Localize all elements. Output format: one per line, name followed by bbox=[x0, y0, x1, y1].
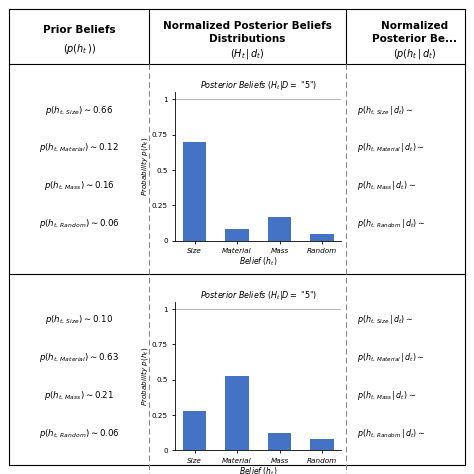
Y-axis label: Probability $p(h_t)$: Probability $p(h_t)$ bbox=[139, 346, 150, 406]
Bar bbox=[310, 439, 334, 450]
Y-axis label: Probability $p(h_t)$: Probability $p(h_t)$ bbox=[139, 137, 150, 196]
Text: $p(h_{t,\,Mass}) \sim 0.21$: $p(h_{t,\,Mass}) \sim 0.21$ bbox=[45, 389, 114, 402]
X-axis label: Belief $(h_t)$: Belief $(h_t)$ bbox=[239, 465, 278, 474]
X-axis label: Belief $(h_t)$: Belief $(h_t)$ bbox=[239, 255, 278, 268]
Text: Posterior Be...: Posterior Be... bbox=[372, 35, 457, 45]
Bar bbox=[183, 411, 206, 450]
Text: $p(h_{t,\,Random}) \sim 0.06$: $p(h_{t,\,Random}) \sim 0.06$ bbox=[39, 217, 120, 230]
Bar bbox=[183, 142, 206, 241]
Text: $p(h_{t,\,Size}\,|\,d_t) \sim$: $p(h_{t,\,Size}\,|\,d_t) \sim$ bbox=[357, 313, 413, 326]
Text: $p(h_{t,\,Material}\,|\,d_t) \sim$: $p(h_{t,\,Material}\,|\,d_t) \sim$ bbox=[357, 141, 425, 155]
Text: $p(h_{t,\,Mass}\,|\,d_t) \sim$: $p(h_{t,\,Mass}\,|\,d_t) \sim$ bbox=[357, 179, 416, 192]
Bar bbox=[268, 217, 291, 241]
Text: $p(h_{t,\,Random}\,|\,d_t) \sim$: $p(h_{t,\,Random}\,|\,d_t) \sim$ bbox=[357, 217, 425, 230]
Title: $\mathit{Posterior\ Beliefs}\ (H_t|D = $ "5"$)$: $\mathit{Posterior\ Beliefs}\ (H_t|D = $… bbox=[200, 289, 317, 302]
Bar bbox=[226, 229, 249, 241]
Text: Normalized Posterior Beliefs: Normalized Posterior Beliefs bbox=[163, 21, 332, 31]
Text: $p(h_{t,\,Mass}) \sim 0.16$: $p(h_{t,\,Mass}) \sim 0.16$ bbox=[44, 179, 115, 192]
Text: $p(h_{t,\,Material}\,|\,d_t) \sim$: $p(h_{t,\,Material}\,|\,d_t) \sim$ bbox=[357, 351, 425, 364]
Text: $(p(h_t\,|\,d_t)$: $(p(h_t\,|\,d_t)$ bbox=[393, 47, 437, 61]
Bar bbox=[268, 433, 291, 450]
Text: $(H_t\,|\,d_t)$: $(H_t\,|\,d_t)$ bbox=[230, 47, 265, 61]
Text: Prior Beliefs: Prior Beliefs bbox=[43, 25, 116, 35]
Text: Distributions: Distributions bbox=[210, 35, 286, 45]
Bar bbox=[310, 234, 334, 241]
Text: $p(h_{t,\,Random}) \sim 0.06$: $p(h_{t,\,Random}) \sim 0.06$ bbox=[39, 427, 120, 439]
Text: $p(h_{t,\,Size}) \sim 0.66$: $p(h_{t,\,Size}) \sim 0.66$ bbox=[46, 104, 113, 117]
Text: $p(h_{t,\,Size}\,|\,d_t) \sim$: $p(h_{t,\,Size}\,|\,d_t) \sim$ bbox=[357, 104, 413, 117]
Bar bbox=[226, 375, 249, 450]
Title: $\mathit{Posterior\ Beliefs}\ (H_t|D = $ "5"$)$: $\mathit{Posterior\ Beliefs}\ (H_t|D = $… bbox=[200, 80, 317, 92]
Text: Normalized: Normalized bbox=[381, 21, 448, 31]
Text: $p(h_{t,\,Size}) \sim 0.10$: $p(h_{t,\,Size}) \sim 0.10$ bbox=[46, 313, 113, 326]
Text: $p(h_{t,\,Random}\,|\,d_t) \sim$: $p(h_{t,\,Random}\,|\,d_t) \sim$ bbox=[357, 427, 425, 439]
Text: $p(h_{t,\,Material}) \sim 0.63$: $p(h_{t,\,Material}) \sim 0.63$ bbox=[39, 351, 119, 364]
Text: $p(h_{t,\,Material}) \sim 0.12$: $p(h_{t,\,Material}) \sim 0.12$ bbox=[39, 141, 119, 155]
Text: $p(h_{t,\,Mass}\,|\,d_t) \sim$: $p(h_{t,\,Mass}\,|\,d_t) \sim$ bbox=[357, 389, 416, 402]
Text: $(p(h_t\,))$: $(p(h_t\,))$ bbox=[63, 42, 96, 56]
